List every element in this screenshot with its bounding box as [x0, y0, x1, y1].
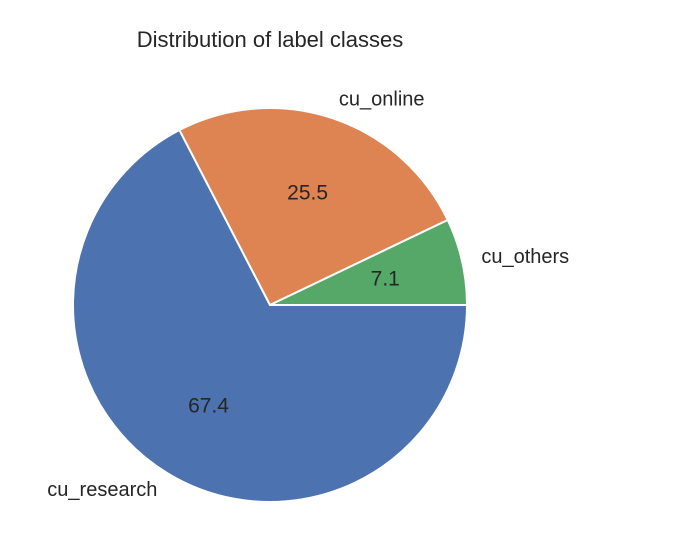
- pie-value-label-cu-research: 67.4: [188, 394, 229, 417]
- pie-category-label-cu-research: cu_research: [47, 479, 157, 501]
- chart-title: Distribution of label classes: [137, 27, 404, 52]
- pie-slices: [72, 107, 468, 503]
- pie-category-label-cu-online: cu_online: [339, 89, 425, 111]
- pie-slice-cu-online: [178, 107, 449, 306]
- pie-category-label-cu-others: cu_others: [481, 246, 569, 268]
- pie-value-label-cu-online: 25.5: [287, 181, 328, 204]
- pie-labels: 67.4 cu_research 25.5 cu_online 7.1 cu_others: [47, 89, 569, 502]
- pie-slice-cu-others: [269, 219, 468, 306]
- pie-value-label-cu-others: 7.1: [371, 267, 400, 290]
- pie-slice-cu-research: [72, 129, 468, 503]
